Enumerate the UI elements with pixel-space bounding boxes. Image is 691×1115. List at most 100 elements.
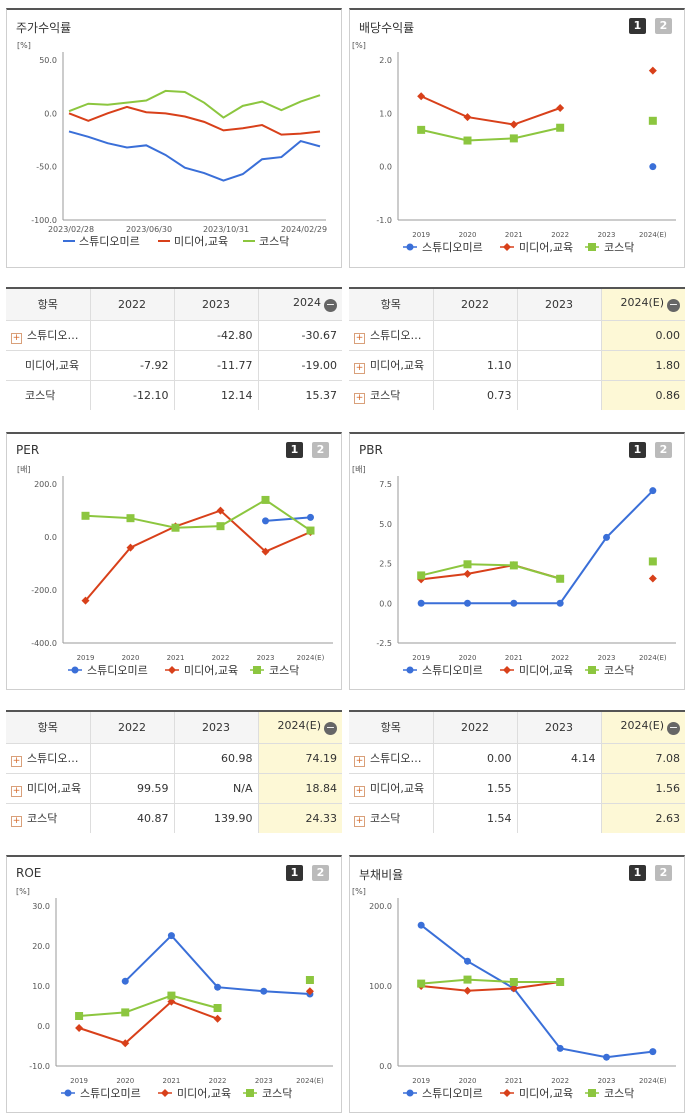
expand-icon[interactable]: + [354, 815, 365, 827]
table-cell: 1.54 [432, 802, 517, 833]
data-point [510, 599, 518, 607]
table-cell: -12.10 [89, 379, 174, 410]
row-name[interactable]: + 스튜디오… [349, 319, 433, 350]
row-name[interactable]: + 코스닥 [349, 802, 433, 833]
table-cell [89, 742, 174, 773]
expand-icon[interactable]: + [354, 755, 365, 767]
legend-label-kosdaq: 코스닥 [604, 664, 634, 677]
table-cell [516, 379, 601, 410]
collapse-icon[interactable]: − [324, 721, 337, 736]
column-header: 항목 [349, 287, 433, 320]
collapse-icon[interactable]: − [667, 298, 680, 313]
chart-title: PER [16, 443, 40, 457]
table-cell: 60.98 [173, 742, 258, 773]
series-line-kosdaq [79, 994, 218, 1017]
row-name[interactable]: + 스튜디오… [6, 319, 90, 350]
data-point [463, 113, 472, 122]
table-row: + 미디어,교육 1.10 1.80 [349, 349, 685, 380]
expand-icon[interactable]: + [354, 785, 365, 797]
data-point [213, 1004, 222, 1012]
table-cell: 0.00 [432, 742, 517, 773]
data-point [648, 66, 657, 75]
table-cell [516, 349, 601, 380]
data-point [417, 571, 426, 580]
table-row: + 코스닥 1.54 2.63 [349, 802, 685, 833]
data-point [603, 1053, 610, 1061]
legend-label-kosdaq: 코스닥 [604, 1087, 634, 1100]
column-header: 2023 [173, 287, 258, 320]
chart-svg: [%]200.0 100.0 0.0 2019 2020 2021 2022 2023 2024… [352, 887, 676, 1100]
table-row: + 스튜디오… 0.00 4.14 7.08 [349, 742, 685, 773]
data-point [81, 596, 90, 605]
x-tick-label: 2019 [412, 231, 430, 239]
legend-label-media: 미디어,교육 [177, 1087, 231, 1100]
table-cell: 74.19 [257, 742, 342, 773]
toggle-button-1[interactable]: 1 [629, 18, 646, 34]
data-point [121, 977, 129, 985]
y-tick-label: 0.0 [37, 1022, 50, 1031]
row-name[interactable]: + 코스닥 [6, 802, 90, 833]
data-point [463, 560, 472, 569]
data-point [417, 125, 426, 134]
y-tick-label: 0.0 [379, 1062, 392, 1071]
toggle-button-2[interactable]: 2 [655, 865, 672, 881]
data-point [306, 526, 315, 535]
data-point [463, 136, 472, 145]
table-cell: 7.08 [600, 742, 685, 773]
collapse-icon[interactable]: − [324, 298, 337, 313]
data-point [167, 991, 176, 1000]
toggle-button-1[interactable]: 1 [286, 865, 303, 881]
legend-label-media: 미디어,교육 [519, 1087, 573, 1100]
row-name[interactable]: + 코스닥 [349, 379, 433, 410]
chart-svg: [배] 7.5 5.0 2.5 0.0 -2.5 2019 2020 2021 2022 2023 2… [352, 465, 676, 677]
x-tick-label: 2021 [505, 231, 523, 239]
expand-icon[interactable]: + [11, 785, 22, 797]
expand-icon[interactable]: + [354, 332, 365, 344]
row-name[interactable]: + 스튜디오… [349, 742, 433, 773]
toggle-button-1[interactable]: 1 [286, 442, 303, 458]
data-point [261, 495, 270, 504]
chart-title: 주가수익률 [16, 21, 72, 35]
legend-label-kosdaq: 코스닥 [259, 235, 289, 248]
expand-icon[interactable]: + [11, 815, 22, 827]
legend-label-company: 스튜디오미르 [79, 235, 140, 248]
toggle-button-2[interactable]: 2 [655, 18, 672, 34]
collapse-icon[interactable]: − [667, 721, 680, 736]
row-name[interactable]: + 미디어,교육 [349, 349, 433, 380]
expand-icon[interactable]: + [354, 392, 365, 404]
data-point [649, 163, 657, 171]
series-line-media [420, 95, 561, 126]
table-cell [432, 319, 517, 350]
data-point [509, 134, 518, 143]
data-point [417, 92, 426, 101]
y-tick-label: 7.5 [379, 480, 392, 489]
toggle-button-1[interactable]: 1 [629, 442, 646, 458]
expand-icon[interactable]: + [354, 362, 365, 374]
legend-label-kosdaq: 코스닥 [604, 241, 634, 254]
toggle-button-2[interactable]: 2 [655, 442, 672, 458]
x-tick-label: 2022 [551, 231, 569, 239]
row-name[interactable]: + 미디어,교육 [349, 772, 433, 803]
data-point [649, 1048, 657, 1056]
x-tick-label: 2020 [122, 654, 140, 662]
toggle-button-1[interactable]: 1 [629, 865, 646, 881]
expand-icon[interactable]: + [11, 332, 22, 344]
data-point [216, 522, 225, 531]
column-header: 2023 [173, 710, 258, 743]
row-name[interactable]: + 스튜디오… [6, 742, 90, 773]
table-cell [516, 772, 601, 803]
series-line-media [84, 509, 311, 602]
series-line-company [265, 516, 311, 522]
expand-icon[interactable]: + [11, 755, 22, 767]
table-row: 미디어,교육 -7.92 -11.77 -19.00 [6, 349, 342, 380]
row-name[interactable]: + 미디어,교육 [6, 772, 90, 803]
toggle-button-2[interactable]: 2 [312, 442, 329, 458]
x-tick-label: 2020 [459, 1077, 477, 1085]
data-point [463, 975, 472, 984]
data-point [260, 987, 268, 995]
toggle-button-2[interactable]: 2 [312, 865, 329, 881]
chart-title: 배당수익률 [359, 21, 415, 35]
legend-label-company: 스튜디오미르 [80, 1087, 141, 1100]
series-line-media [78, 1000, 218, 1045]
y-tick-label: 200.0 [369, 902, 392, 911]
